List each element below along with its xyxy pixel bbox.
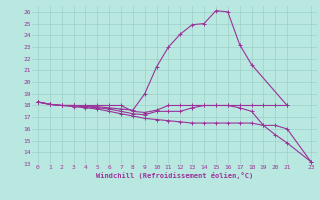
X-axis label: Windchill (Refroidissement éolien,°C): Windchill (Refroidissement éolien,°C) xyxy=(96,172,253,179)
